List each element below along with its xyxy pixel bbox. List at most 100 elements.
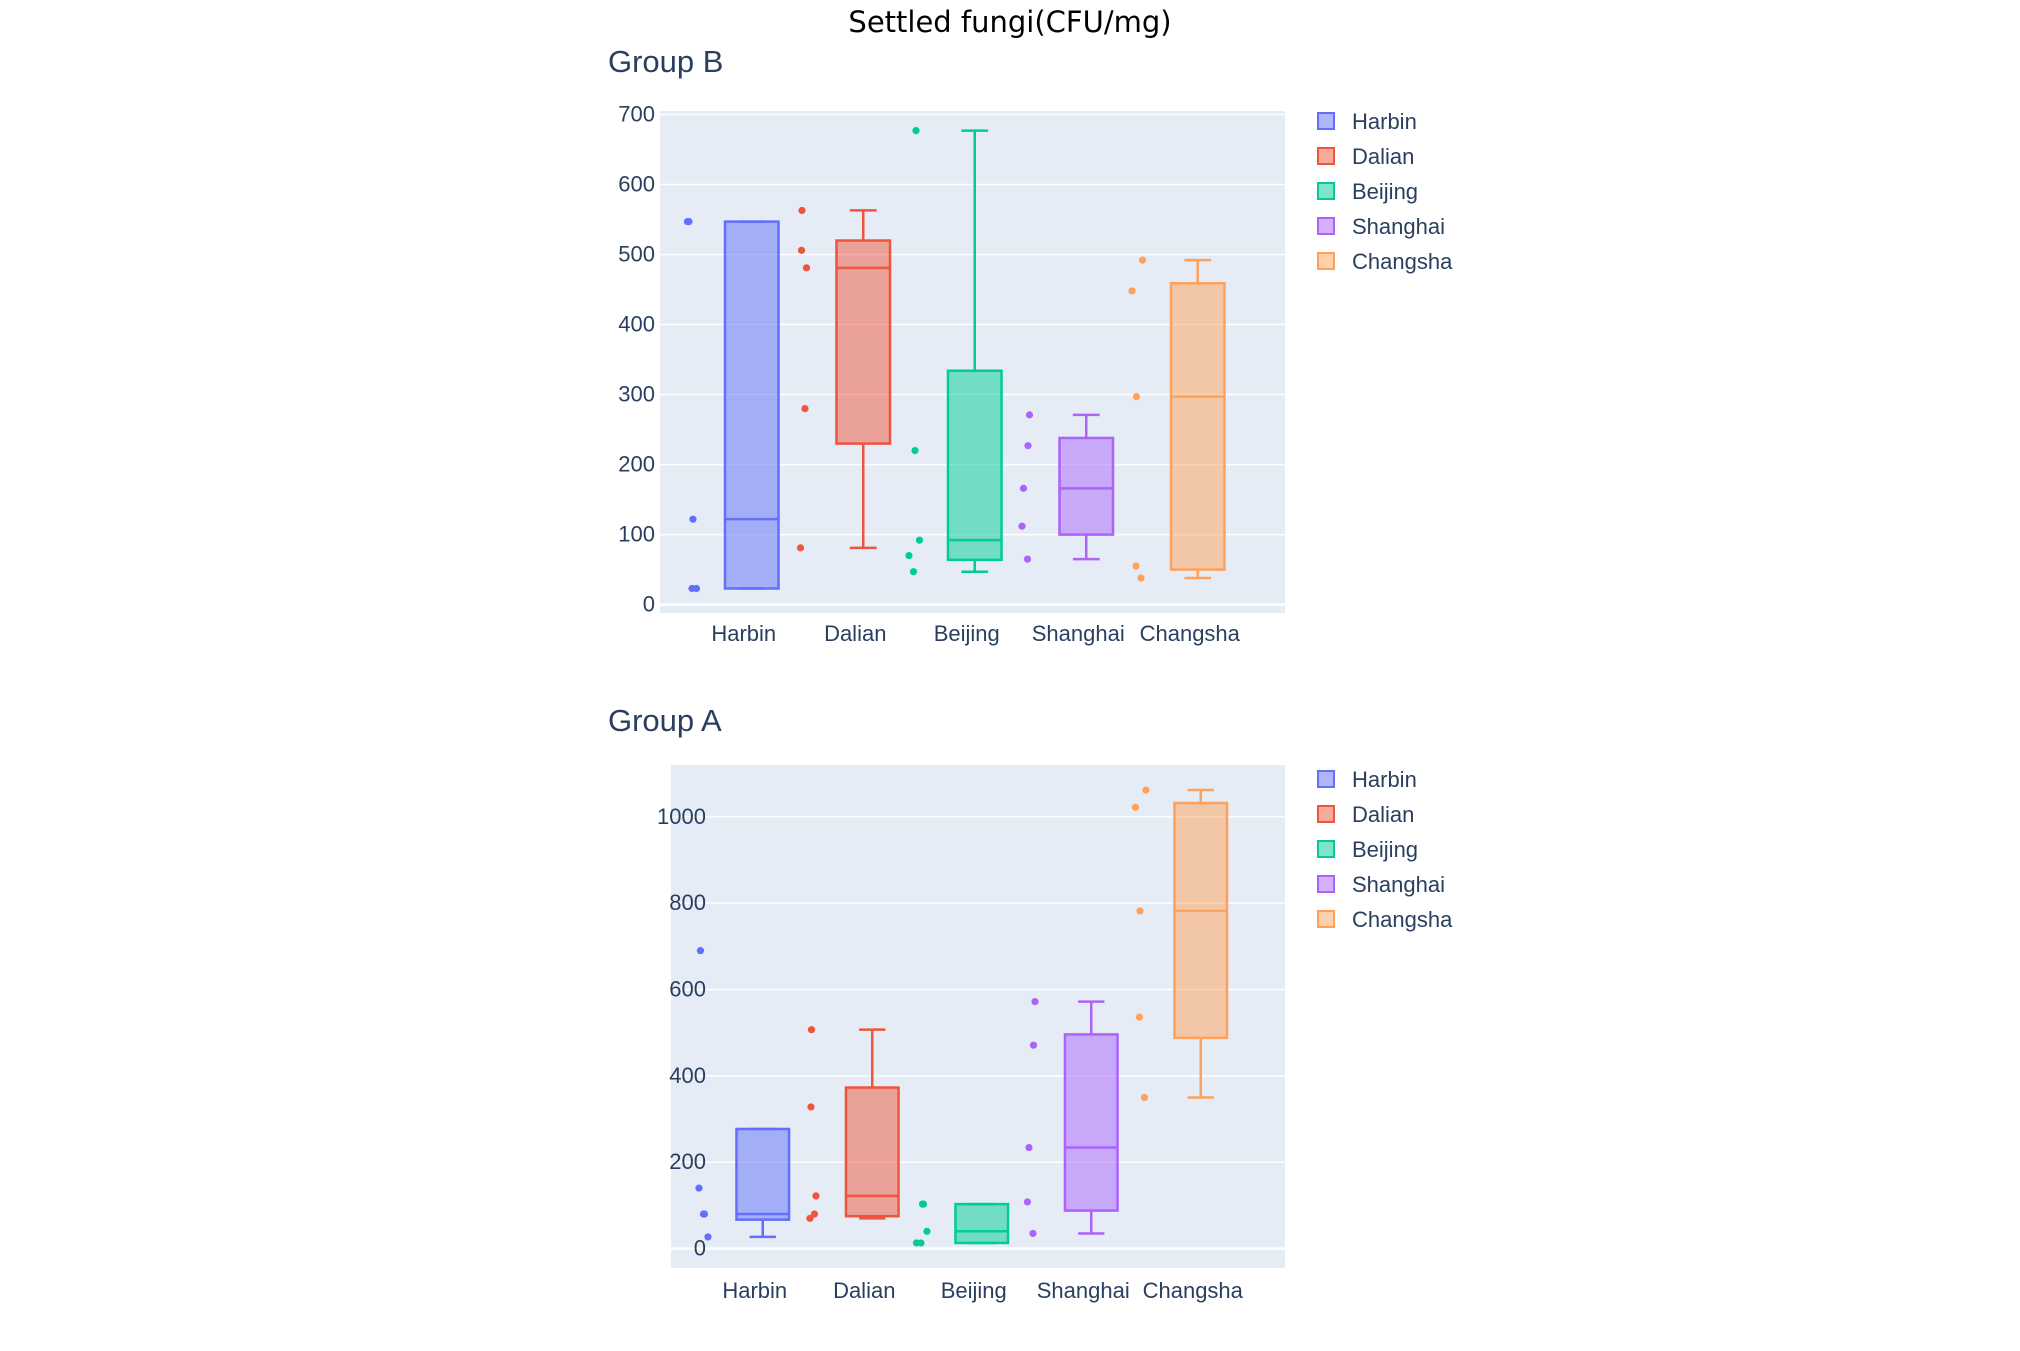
group-a-dalian-point — [807, 1103, 815, 1111]
panel-group-a: Group A 0 200 400 600 800 1000 Harbin Dalian Bei… — [608, 703, 1453, 1303]
group-a-shanghai-point — [1029, 1229, 1037, 1238]
group-b-ytick-label-400: 400 — [618, 312, 655, 337]
group-a-beijing-point — [923, 1227, 931, 1235]
group-b-xtick-label-shanghai: Shanghai — [1032, 621, 1125, 646]
group-a-legend-label-beijing[interactable]: Beijing — [1352, 837, 1418, 862]
group-a-ytick-label-800: 800 — [669, 890, 706, 915]
group-b-changsha-point — [1132, 393, 1141, 401]
group-a-dalian-point — [810, 1210, 819, 1218]
group-a-changsha-point — [1142, 786, 1150, 794]
group-b-legend-label-beijing[interactable]: Beijing — [1352, 179, 1418, 204]
group-b-changsha-point — [1128, 287, 1136, 295]
group-a-legend-swatch-changsha[interactable] — [1317, 910, 1335, 928]
group-b-legend-swatch-changsha[interactable] — [1317, 252, 1335, 270]
group-b-dalian-point — [801, 404, 809, 413]
group-b-legend-label-harbin[interactable]: Harbin — [1352, 109, 1417, 134]
group-a-series-beijing — [912, 1200, 1010, 1247]
group-b-beijing-point — [905, 551, 913, 560]
group-b-xtick-label-harbin: Harbin — [711, 621, 776, 646]
group-b-harbin-point — [683, 218, 692, 226]
group-a-legend-label-changsha[interactable]: Changsha — [1352, 907, 1453, 932]
group-a-ytick-label-1000: 1000 — [657, 804, 706, 829]
group-b-beijing-point — [911, 446, 919, 455]
group-b-series-harbin — [683, 218, 780, 593]
group-b-shanghai-point — [1024, 442, 1032, 450]
group-a-xtick-label-dalian: Dalian — [833, 1278, 895, 1303]
group-b-series-changsha — [1128, 256, 1226, 582]
group-a-shanghai-point — [1031, 998, 1039, 1006]
group-b-dalian-point — [798, 206, 806, 215]
group-a-ytick-label-0: 0 — [694, 1236, 706, 1261]
group-a-changsha-point — [1131, 803, 1140, 811]
group-b-beijing-point — [912, 127, 920, 135]
group-a-shanghai-box — [1063, 1033, 1119, 1212]
group-b-xtick-label-beijing: Beijing — [934, 621, 1000, 646]
group-a-legend-swatch-harbin[interactable] — [1317, 770, 1335, 788]
group-a-legend-swatch-shanghai[interactable] — [1317, 875, 1335, 893]
figure-title: Settled fungi(CFU/mg) — [848, 5, 1171, 39]
group-b-beijing-point — [915, 536, 924, 544]
group-b-shanghai-point — [1025, 411, 1034, 419]
group-a-series-shanghai — [1023, 998, 1119, 1238]
group-a-shanghai-point — [1025, 1143, 1033, 1152]
group-b-xtick-label-dalian: Dalian — [824, 621, 886, 646]
group-a-beijing-point — [918, 1200, 927, 1208]
group-a-harbin-point — [695, 1184, 703, 1192]
group-a-ytick-label-600: 600 — [669, 977, 706, 1002]
group-b-ytick-label-700: 700 — [618, 102, 655, 127]
group-a-harbin-box — [735, 1127, 791, 1221]
group-a-harbin-point — [704, 1233, 712, 1241]
group-b-series-dalian — [796, 206, 892, 552]
group-a-legend-swatch-dalian[interactable] — [1317, 805, 1335, 823]
group-a-changsha-point — [1136, 907, 1144, 915]
group-a-series-dalian — [806, 1026, 900, 1222]
panel-group-b: Group B 0 100 200 300 400 500 600 700 Harbin Dali… — [608, 44, 1453, 646]
group-b-legend-swatch-harbin[interactable] — [1317, 112, 1335, 130]
group-b-harbin-point — [692, 584, 701, 593]
group-b-shanghai-point — [1018, 522, 1026, 530]
group-b-ytick-label-500: 500 — [618, 242, 655, 267]
group-b-shanghai-box — [1058, 436, 1115, 536]
group-b-legend: Harbin Dalian Beijing Shanghai Changsha — [1317, 109, 1453, 274]
group-a-legend-label-shanghai[interactable]: Shanghai — [1352, 872, 1445, 897]
group-b-harbin-point — [689, 515, 697, 523]
group-b-xtick-label-changsha: Changsha — [1140, 621, 1241, 646]
group-a-legend-label-harbin[interactable]: Harbin — [1352, 767, 1417, 792]
group-b-legend-swatch-beijing[interactable] — [1317, 182, 1335, 200]
group-a-ytick-label-400: 400 — [669, 1063, 706, 1088]
group-b-beijing-box — [946, 369, 1003, 562]
group-b-legend-label-dalian[interactable]: Dalian — [1352, 144, 1414, 169]
group-a-dalian-point — [812, 1192, 820, 1200]
group-b-legend-label-shanghai[interactable]: Shanghai — [1352, 214, 1445, 239]
group-a-shanghai-point — [1023, 1198, 1032, 1206]
group-a-changsha-box — [1173, 801, 1229, 1040]
group-a-changsha-point — [1135, 1013, 1144, 1021]
panel-title-group-b: Group B — [608, 44, 723, 79]
group-b-legend-label-changsha[interactable]: Changsha — [1352, 249, 1453, 274]
group-b-ytick-label-600: 600 — [618, 172, 655, 197]
group-a-beijing-point — [917, 1239, 925, 1247]
group-b-changsha-box — [1169, 281, 1226, 571]
group-b-legend-swatch-shanghai[interactable] — [1317, 217, 1335, 235]
group-b-ytick-label-100: 100 — [618, 522, 655, 547]
group-b-dalian-box — [835, 239, 892, 445]
group-a-xtick-label-changsha: Changsha — [1143, 1278, 1244, 1303]
group-b-legend-swatch-dalian[interactable] — [1317, 147, 1335, 165]
group-a-harbin-point — [696, 947, 705, 955]
group-a-xtick-label-beijing: Beijing — [941, 1278, 1007, 1303]
group-a-xtick-label-shanghai: Shanghai — [1037, 1278, 1130, 1303]
group-b-dalian-point — [796, 544, 805, 552]
group-b-shanghai-point — [1023, 555, 1032, 563]
group-a-series-changsha — [1131, 786, 1229, 1102]
group-a-dalian-point — [806, 1214, 814, 1222]
group-a-xtick-label-harbin: Harbin — [722, 1278, 787, 1303]
group-a-shanghai-point — [1029, 1041, 1038, 1049]
group-a-legend-label-dalian[interactable]: Dalian — [1352, 802, 1414, 827]
group-a-ytick-label-200: 200 — [669, 1149, 706, 1174]
group-a-beijing-box — [954, 1202, 1010, 1245]
group-a-series-harbin — [695, 947, 791, 1241]
group-b-changsha-point — [1137, 574, 1145, 582]
group-a-legend-swatch-beijing[interactable] — [1317, 840, 1335, 858]
group-b-harbin-box — [723, 220, 780, 590]
